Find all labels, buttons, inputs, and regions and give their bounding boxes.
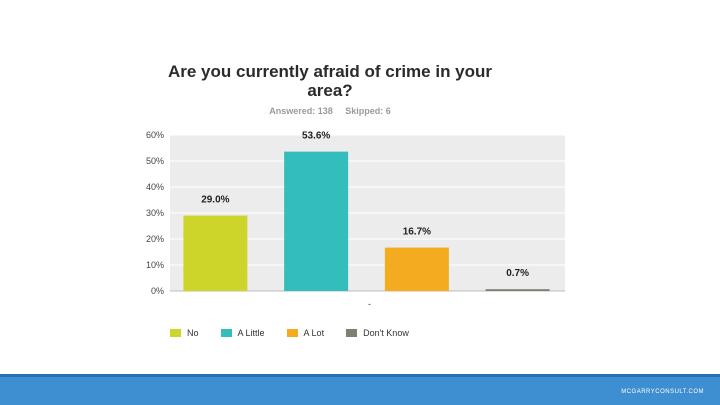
legend-label: No xyxy=(187,328,199,338)
footer-site-label: MCGARRYCONSULT.COM xyxy=(621,389,704,395)
legend-swatch xyxy=(220,329,232,337)
legend-item: A Little xyxy=(220,328,265,338)
bar-1 xyxy=(284,151,349,291)
response-stats: Answered: 138 Skipped: 6 xyxy=(200,106,460,116)
footer-bar: MCGARRYCONSULT.COM xyxy=(0,374,720,405)
data-label: 53.6% xyxy=(302,131,330,142)
y-tick-label: 30% xyxy=(146,208,164,218)
y-tick-label: 10% xyxy=(146,260,164,270)
chart-title: Are you currently afraid of crime in you… xyxy=(167,62,493,100)
legend-swatch xyxy=(346,329,358,337)
legend-item: Don't Know xyxy=(346,328,409,338)
data-label: 0.7% xyxy=(506,268,529,279)
legend-swatch xyxy=(170,329,181,337)
bar-chart: 0% 10% 20% 30% 40% 50% 60% 29.0% 53.6% 16.7% 0.7% - xyxy=(146,130,565,309)
x-tick-label: - xyxy=(368,299,371,309)
answered-count: Answered: 138 xyxy=(269,106,333,116)
bar-0 xyxy=(183,215,248,291)
skipped-count: Skipped: 6 xyxy=(345,106,391,116)
legend-item: A Lot xyxy=(286,328,325,338)
y-tick-label: 50% xyxy=(146,156,164,166)
bar-2 xyxy=(384,247,449,291)
data-label: 29.0% xyxy=(201,195,229,206)
bar-3 xyxy=(485,289,550,291)
chart-legend: No A Little A Lot Don't Know xyxy=(170,328,431,338)
y-tick-label: 40% xyxy=(146,182,164,192)
footer-accent-band xyxy=(0,374,720,377)
legend-label: A Lot xyxy=(303,328,325,338)
legend-label: Don't Know xyxy=(363,328,409,338)
y-tick-label: 60% xyxy=(146,130,164,140)
data-label: 16.7% xyxy=(403,227,431,238)
legend-label: A Little xyxy=(237,328,265,338)
legend-swatch xyxy=(286,329,298,337)
legend-item: No xyxy=(170,328,199,338)
y-tick-label: 20% xyxy=(146,234,164,244)
y-tick-label: 0% xyxy=(151,286,164,296)
